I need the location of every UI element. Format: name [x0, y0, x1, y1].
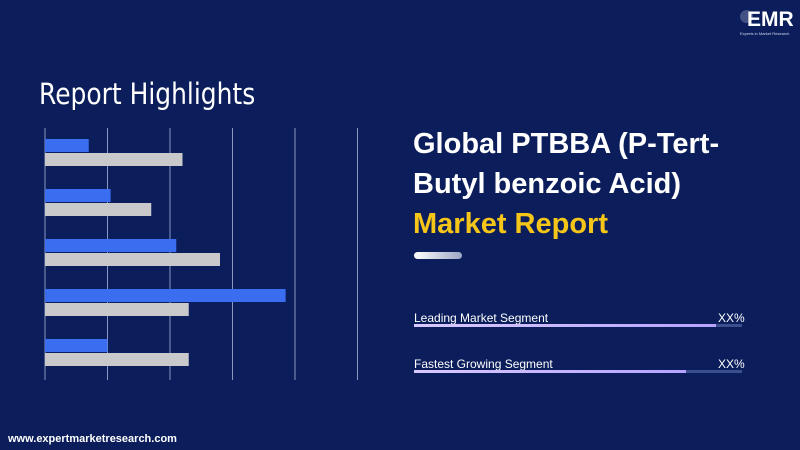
metric-value-fastest: XX% — [718, 357, 745, 371]
bar-series2-cat1 — [45, 153, 183, 166]
metric-label-leading: Leading Market Segment — [414, 311, 549, 325]
logo-tagline: Experts in Market Research — [740, 31, 790, 36]
metric-value-leading: XX% — [718, 311, 745, 325]
bar-series1-cat3 — [45, 239, 177, 252]
logo-text: EMR — [747, 8, 794, 31]
website-url: www.expertmarketresearch.com — [8, 433, 177, 445]
metric-track-leading — [414, 324, 742, 327]
section-title: Report Highlights — [39, 77, 256, 111]
bar-series1-cat4 — [45, 289, 286, 302]
bar-series1-cat2 — [45, 189, 111, 202]
globe-icon — [740, 10, 753, 23]
metric-fill-leading — [414, 324, 716, 327]
bar-series2-cat4 — [45, 303, 189, 316]
bar-series1-cat5 — [45, 339, 108, 352]
decorative-pill — [414, 252, 462, 259]
bar-series2-cat5 — [45, 353, 189, 366]
metric-label-fastest: Fastest Growing Segment — [414, 357, 553, 371]
metric-track-fastest — [414, 370, 742, 373]
bar-series2-cat3 — [45, 253, 220, 266]
heading-line-3: Market Report — [413, 208, 608, 240]
bar-series1-cat1 — [45, 139, 89, 152]
metric-fill-fastest — [414, 370, 687, 373]
heading-line-2: Butyl benzoic Acid) — [413, 168, 681, 200]
heading-line-1: Global PTBBA (P-Tert- — [413, 128, 720, 160]
bar-series2-cat2 — [45, 203, 152, 216]
report-heading: Global PTBBA (P-Tert- Butyl benzoic Acid… — [413, 124, 783, 244]
